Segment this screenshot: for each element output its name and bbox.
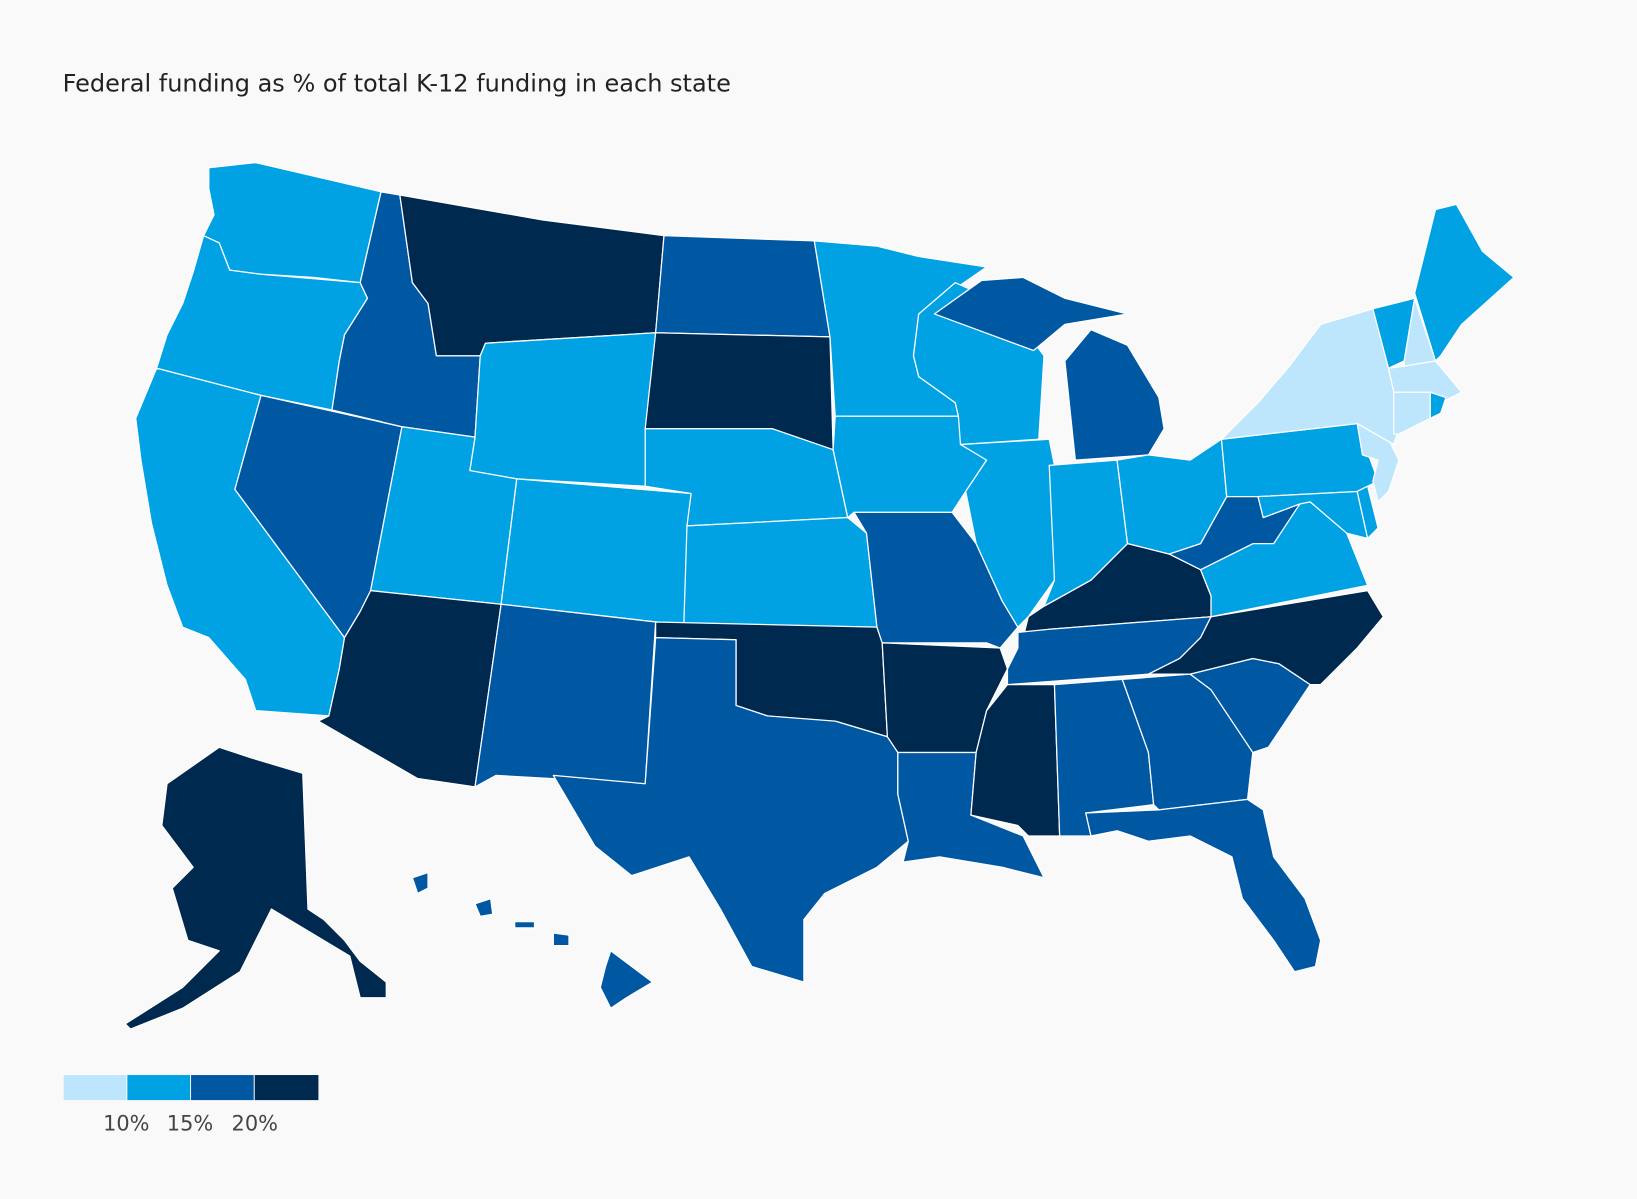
legend: 10% 15% 20%	[63, 1075, 319, 1135]
state-mt	[399, 194, 665, 357]
state-nj-shape-0	[1356, 422, 1400, 503]
state-fl	[1085, 798, 1322, 973]
state-tx	[552, 636, 909, 983]
state-nm	[474, 603, 657, 788]
state-wy-shape-0	[469, 332, 657, 487]
state-tx-shape-0	[552, 636, 909, 983]
state-ny-shape-0	[1220, 308, 1400, 446]
state-hi-shape-3	[552, 932, 570, 947]
state-wa	[202, 161, 382, 284]
state-nd	[655, 235, 831, 338]
state-il	[959, 438, 1056, 628]
state-wa-shape-0	[202, 161, 382, 284]
state-hi-shape-1	[474, 897, 494, 917]
map-title: Federal funding as % of total K-12 fundi…	[63, 70, 731, 98]
legend-swatch-2	[191, 1075, 254, 1101]
state-wy	[469, 332, 657, 487]
states-layer	[124, 161, 1515, 1030]
state-nd-shape-0	[655, 235, 831, 338]
state-ak	[124, 746, 387, 1030]
state-me	[1414, 203, 1515, 362]
state-de	[1356, 485, 1379, 540]
state-hi-shape-2	[514, 920, 536, 929]
state-nj	[1356, 422, 1400, 503]
state-il-shape-0	[959, 438, 1056, 628]
state-co	[500, 478, 692, 626]
state-de-shape-0	[1356, 485, 1379, 540]
state-mi-shape-1	[1064, 328, 1165, 461]
state-nm-shape-0	[474, 603, 657, 788]
state-mi-shape-0	[933, 276, 1129, 352]
legend-label-20: 20%	[232, 1111, 278, 1135]
state-ct-shape-0	[1393, 391, 1431, 435]
state-ak-shape-0	[124, 746, 387, 1030]
state-ks-shape-0	[683, 516, 878, 628]
legend-label-10: 10%	[103, 1111, 149, 1135]
state-nc	[1147, 589, 1384, 686]
state-ct	[1393, 391, 1431, 435]
state-ri	[1429, 391, 1447, 419]
state-me-shape-0	[1414, 203, 1515, 362]
state-hi-shape-0	[411, 871, 429, 895]
legend-swatch-3	[254, 1075, 319, 1101]
state-nc-shape-0	[1147, 589, 1384, 686]
state-ks	[683, 516, 878, 628]
legend-swatch-1	[127, 1075, 191, 1101]
state-hi-shape-4	[599, 950, 654, 1009]
state-co-shape-0	[500, 478, 692, 626]
state-mt-shape-0	[399, 194, 665, 357]
state-ri-shape-0	[1429, 391, 1447, 419]
state-hi	[411, 871, 654, 1009]
state-mi	[933, 276, 1165, 461]
state-fl-shape-0	[1085, 798, 1322, 973]
legend-label-15: 15%	[167, 1111, 213, 1135]
state-ny	[1220, 308, 1400, 446]
legend-swatch-0	[63, 1075, 127, 1101]
